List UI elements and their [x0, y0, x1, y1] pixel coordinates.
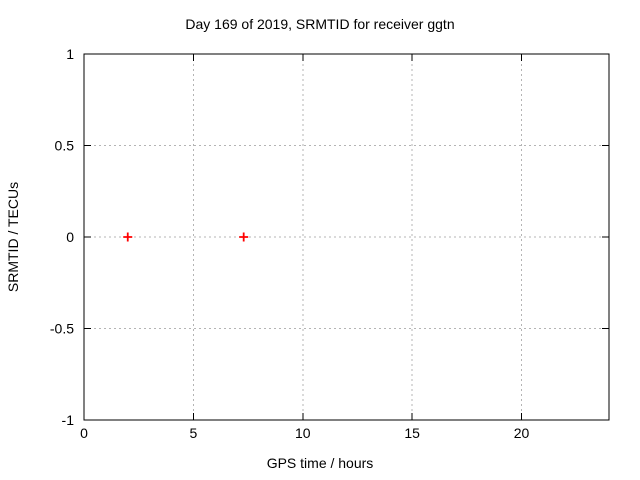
x-tick-label: 10	[295, 425, 311, 441]
x-tick-label: 0	[80, 425, 88, 441]
data-point-marker	[123, 232, 133, 242]
x-tick-label: 15	[404, 425, 420, 441]
x-tick-label: 5	[189, 425, 197, 441]
x-tick-label: 20	[514, 425, 530, 441]
y-tick-label: 0	[66, 229, 74, 245]
chart-title: Day 169 of 2019, SRMTID for receiver ggt…	[185, 16, 455, 32]
x-axis-label: GPS time / hours	[266, 455, 374, 471]
y-tick-label: -0.5	[50, 321, 74, 337]
y-tick-label: 0.5	[55, 138, 75, 154]
y-tick-label: 1	[66, 46, 74, 62]
data-point-marker	[239, 232, 249, 242]
y-tick-label: -1	[62, 412, 75, 428]
